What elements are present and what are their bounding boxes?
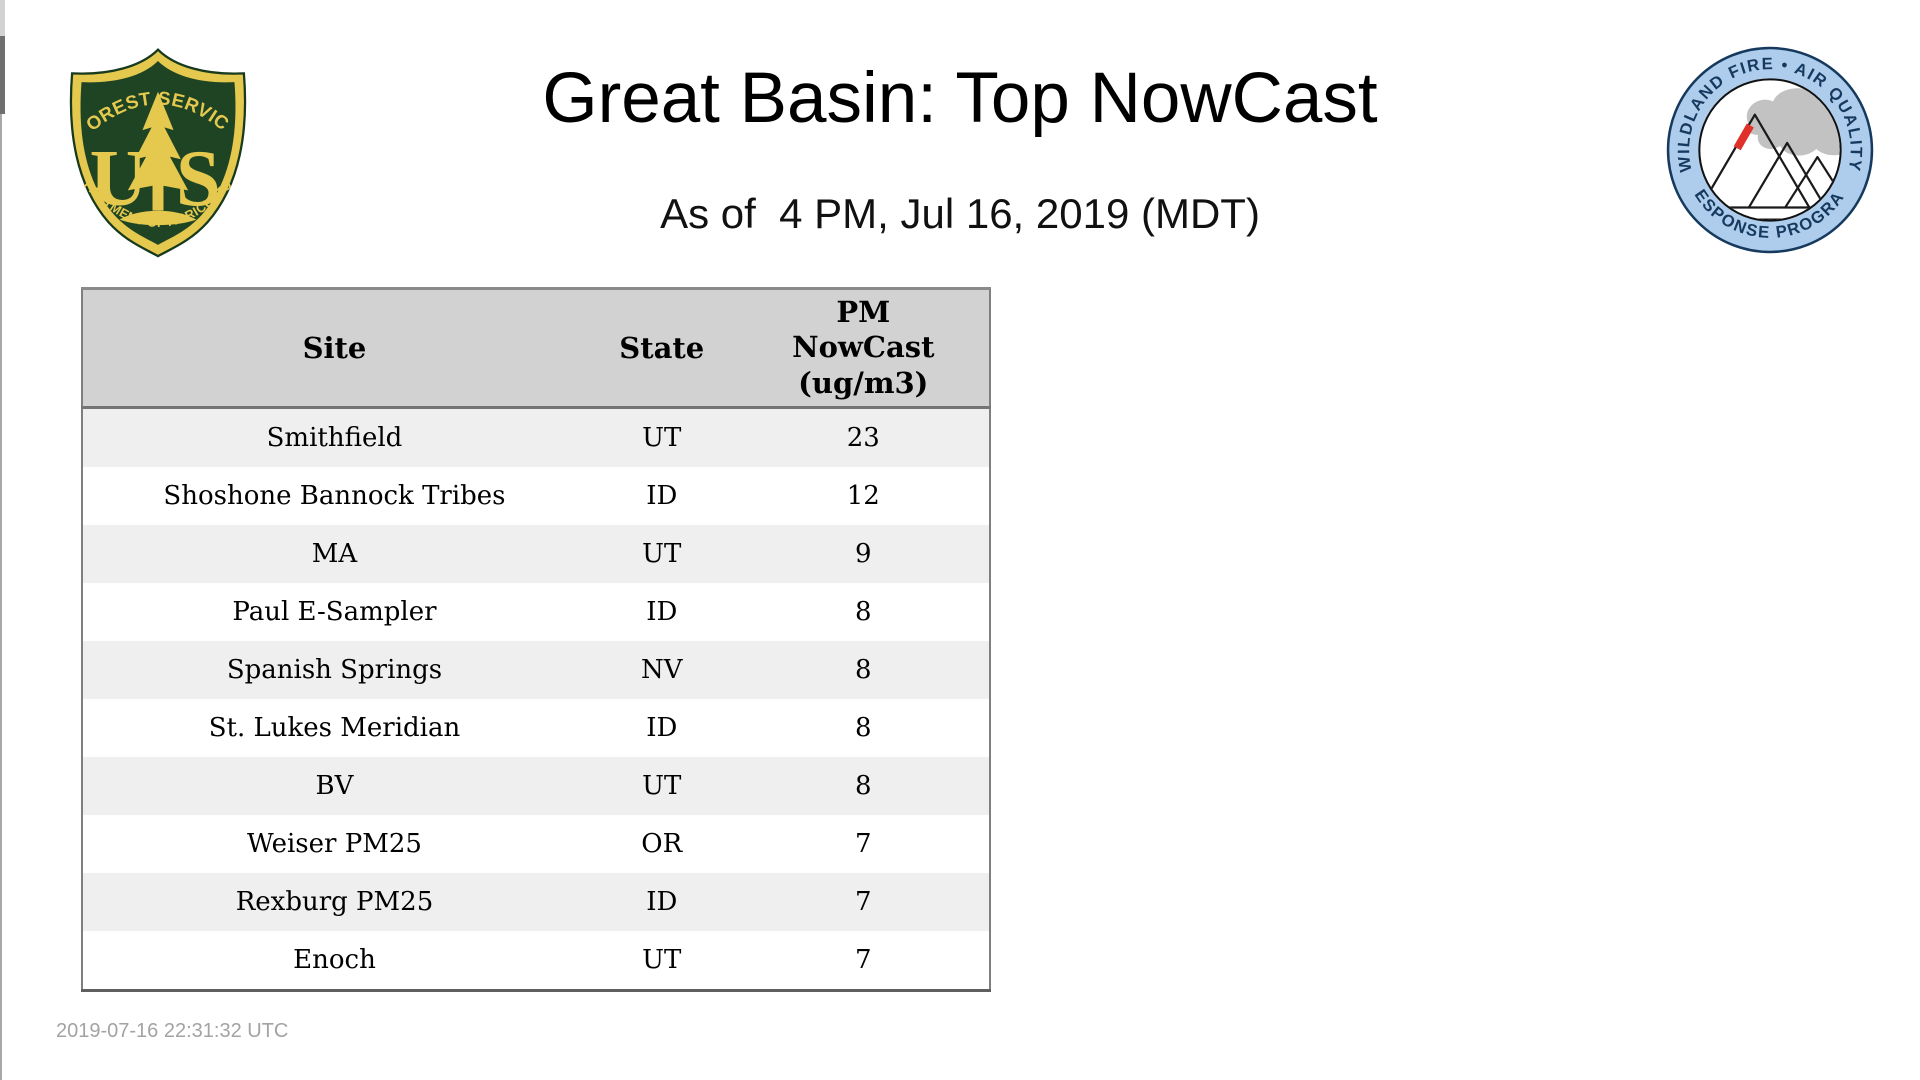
col-header-site: Site <box>82 288 586 409</box>
table-row: Spanish Springs NV 8 <box>82 641 990 699</box>
usfs-logo: FOREST SERVICE U S DEPARTMENT OF AGRICUL… <box>58 29 258 258</box>
site-cell: MA <box>82 525 586 583</box>
page-title: Great Basin: Top NowCast <box>542 59 1378 138</box>
table-row: Rexburg PM25 ID 7 <box>82 873 990 931</box>
state-cell: ID <box>585 467 738 525</box>
timestamp-footer: 2019-07-16 22:31:32 UTC <box>56 1020 289 1042</box>
pine-tree-icon <box>119 91 197 226</box>
site-cell: St. Lukes Meridian <box>82 699 586 757</box>
state-cell: ID <box>585 873 738 931</box>
pm-value-cell: 8 <box>737 699 990 757</box>
screen-edge-dark-segment <box>0 36 5 114</box>
wfaqrp-badge-icon: WILDLAND FIRE • AIR QUALITY RESPONSE PRO… <box>1656 29 1874 254</box>
state-cell: NV <box>585 641 738 699</box>
site-cell: BV <box>82 757 586 815</box>
site-cell: Smithfield <box>82 407 586 467</box>
site-cell: Enoch <box>82 931 586 991</box>
site-cell: Shoshone Bannock Tribes <box>82 467 586 525</box>
table-row: Smithfield UT 23 <box>82 407 990 467</box>
smoke-plume-icon <box>1746 88 1840 156</box>
state-cell: UT <box>585 931 738 991</box>
state-cell: UT <box>585 525 738 583</box>
state-cell: ID <box>585 699 738 757</box>
usfs-shield-icon: FOREST SERVICE U S DEPARTMENT OF AGRICUL… <box>60 29 247 258</box>
table-row: BV UT 8 <box>82 757 990 815</box>
pm-value-cell: 7 <box>737 931 990 991</box>
usfs-letter-s: S <box>176 134 221 223</box>
state-cell: UT <box>585 757 738 815</box>
table-row: Paul E-Sampler ID 8 <box>82 583 990 641</box>
screen-edge-cap <box>0 0 5 36</box>
table-row: MA UT 9 <box>82 525 990 583</box>
table-row: Enoch UT 7 <box>82 931 990 991</box>
state-cell: UT <box>585 407 738 467</box>
wfaqrp-logo: WILDLAND FIRE • AIR QUALITY RESPONSE PRO… <box>1656 29 1876 262</box>
pm-value-cell: 8 <box>737 583 990 641</box>
nowcast-table-body: Smithfield UT 23 Shoshone Bannock Tribes… <box>82 407 990 991</box>
mountain-middle-icon <box>1747 141 1827 209</box>
header-row: Site State PM NowCast (ug/m3) <box>82 288 990 409</box>
state-cell: ID <box>585 583 738 641</box>
table-row: Weiser PM25 OR 7 <box>82 815 990 873</box>
pm-value-cell: 12 <box>737 467 990 525</box>
col-header-state: State <box>585 288 738 409</box>
nowcast-table: Site State PM NowCast (ug/m3) Smithfield… <box>81 287 991 992</box>
screen-edge-line <box>0 0 2 1080</box>
pm-value-cell: 8 <box>737 641 990 699</box>
site-cell: Rexburg PM25 <box>82 873 586 931</box>
pm-value-cell: 7 <box>737 815 990 873</box>
site-cell: Paul E-Sampler <box>82 583 586 641</box>
pm-value-cell: 8 <box>737 757 990 815</box>
page-subtitle: As of 4 PM, Jul 16, 2019 (MDT) <box>660 190 1260 237</box>
state-cell: OR <box>585 815 738 873</box>
fire-mark-icon <box>1733 123 1754 151</box>
table-row: Shoshone Bannock Tribes ID 12 <box>82 467 990 525</box>
site-cell: Weiser PM25 <box>82 815 586 873</box>
pm-value-cell: 7 <box>737 873 990 931</box>
table-row: St. Lukes Meridian ID 8 <box>82 699 990 757</box>
col-header-pm-nowcast: PM NowCast (ug/m3) <box>737 288 990 409</box>
site-cell: Spanish Springs <box>82 641 586 699</box>
pm-value-cell: 23 <box>737 407 990 467</box>
pm-value-cell: 9 <box>737 525 990 583</box>
mountain-left-icon <box>1700 113 1811 209</box>
nowcast-table-header: Site State PM NowCast (ug/m3) <box>82 288 990 409</box>
